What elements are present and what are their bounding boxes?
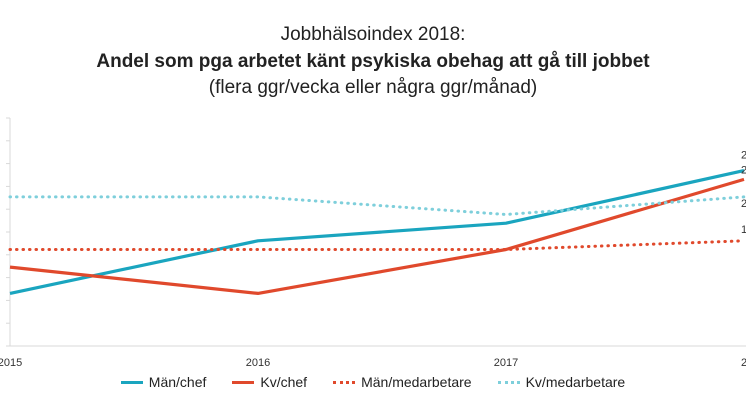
legend-label: Män/chef — [148, 374, 207, 390]
series-line-1 — [9, 177, 745, 295]
legend-label: Kv/chef — [260, 374, 308, 390]
x-tick-label: 2017 — [494, 357, 518, 369]
series-line-0 — [9, 169, 745, 295]
chart-title-block: Jobbhälsoindex 2018: Andel som pga arbet… — [0, 22, 746, 101]
end-data-label: 2 — [741, 150, 746, 162]
series-line-2 — [8, 239, 746, 251]
x-tick-label: 2 — [741, 357, 746, 369]
chart-title: Jobbhälsoindex 2018: — [280, 24, 466, 45]
chart-subtitle-note: (flera ggr/vecka eller några ggr/månad) — [208, 77, 538, 98]
legend-label: Män/medarbetare — [361, 374, 472, 390]
end-data-label: 2 — [741, 198, 746, 210]
legend-item: Män/medarbetare — [333, 374, 472, 390]
legend-item: Kv/medarbetare — [497, 374, 626, 390]
series-line-3 — [8, 195, 746, 216]
chart-legend: Män/chef Kv/chef Män/medarbetare Kv/meda… — [0, 374, 746, 390]
legend-item: Kv/chef — [232, 374, 307, 390]
legend-swatch-kv-medarbetare — [497, 380, 520, 384]
legend-item: Män/chef — [120, 374, 207, 390]
x-tick-label: 2015 — [0, 357, 22, 369]
end-data-label: 1 — [741, 224, 746, 236]
end-data-label: 2 — [741, 164, 746, 176]
chart-subtitle: Andel som pga arbetet känt psykiska obeh… — [96, 51, 650, 72]
legend-label: Kv/medarbetare — [525, 374, 626, 390]
legend-swatch-man-medarbetare — [333, 380, 356, 384]
x-tick-label: 2016 — [246, 357, 270, 369]
legend-swatch-kv-chef — [232, 380, 255, 384]
legend-swatch-man-chef — [120, 380, 143, 384]
